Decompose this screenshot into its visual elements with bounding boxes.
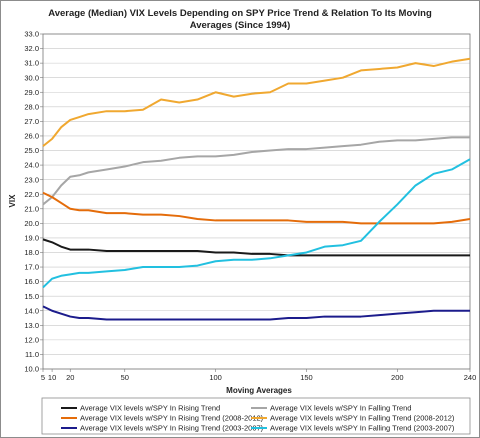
y-tick-label: 20.0 [24, 219, 39, 228]
series-line-1 [42, 238, 470, 257]
legend-entry: Average VIX levels w/SPY In Rising Trend… [80, 414, 264, 423]
y-tick-label: 29.0 [24, 88, 39, 97]
legend: Average VIX levels w/SPY In Rising Trend… [61, 404, 455, 433]
y-tick-label: 17.0 [24, 263, 39, 272]
series-line-6 [42, 158, 471, 289]
plot-border [42, 33, 471, 370]
y-tick-label: 33.0 [24, 30, 39, 39]
y-tick-label: 24.0 [24, 161, 39, 170]
y-tick-label: 26.0 [24, 132, 39, 141]
y-tick-label: 28.0 [24, 102, 39, 111]
legend-entry: Average VIX levels w/SPY In Falling Tren… [270, 424, 455, 433]
y-tick-label: 19.0 [24, 234, 39, 243]
series-line-3 [42, 191, 471, 225]
y-tick-label: 25.0 [24, 146, 39, 155]
series-lines [42, 57, 471, 321]
y-tick-label: 14.0 [24, 306, 39, 315]
y-tick-label: 22.0 [24, 190, 39, 199]
y-tick-label: 30.0 [24, 73, 39, 82]
x-tick-label: 20 [66, 373, 74, 382]
x-tick-label: 100 [209, 373, 222, 382]
series-line-2 [42, 136, 470, 206]
x-tick-label: 10 [48, 373, 56, 382]
x-axis-title: Moving Averages [226, 386, 292, 395]
y-tick-label: 11.0 [25, 350, 39, 359]
legend-entry: Average VIX levels w/SPY In Falling Tren… [270, 414, 455, 423]
y-axis-ticks: 10.0 11.0 12.0 13.0 14.0 15.0 16.0 17.0 18.0 19.0… [24, 30, 43, 374]
x-tick-label: 200 [391, 373, 404, 382]
y-tick-label: 18.0 [24, 248, 39, 257]
y-tick-label: 32.0 [24, 44, 39, 53]
y-tick-label: 10.0 [24, 365, 39, 374]
x-axis-ticks: 5 10 20 50 100 150 200 240 [41, 369, 476, 382]
y-tick-label: 27.0 [24, 117, 39, 126]
legend-entry: Average VIX levels w/SPY In Rising Trend [80, 404, 220, 413]
x-tick-label: 5 [41, 373, 45, 382]
y-tick-label: 21.0 [24, 204, 39, 213]
y-tick-label: 13.0 [24, 321, 39, 330]
chart-title-line-1: Average (Median) VIX Levels Depending on… [48, 8, 432, 19]
x-tick-label: 50 [121, 373, 129, 382]
y-tick-label: 23.0 [24, 175, 39, 184]
x-tick-label: 240 [464, 373, 477, 382]
legend-entry: Average VIX levels w/SPY In Falling Tren… [270, 404, 411, 413]
legend-entry: Average VIX levels w/SPY In Rising Trend… [80, 424, 264, 433]
series-line-4 [42, 57, 471, 147]
x-tick-label: 150 [300, 373, 313, 382]
series-line-5 [42, 305, 470, 321]
y-tick-label: 31.0 [24, 59, 39, 68]
y-tick-label: 12.0 [24, 335, 39, 344]
y-tick-label: 15.0 [24, 292, 39, 301]
y-tick-label: 16.0 [24, 277, 39, 286]
chart-title-line-2: Averages (Since 1994) [190, 20, 291, 31]
y-axis-title: VIX [8, 194, 17, 208]
